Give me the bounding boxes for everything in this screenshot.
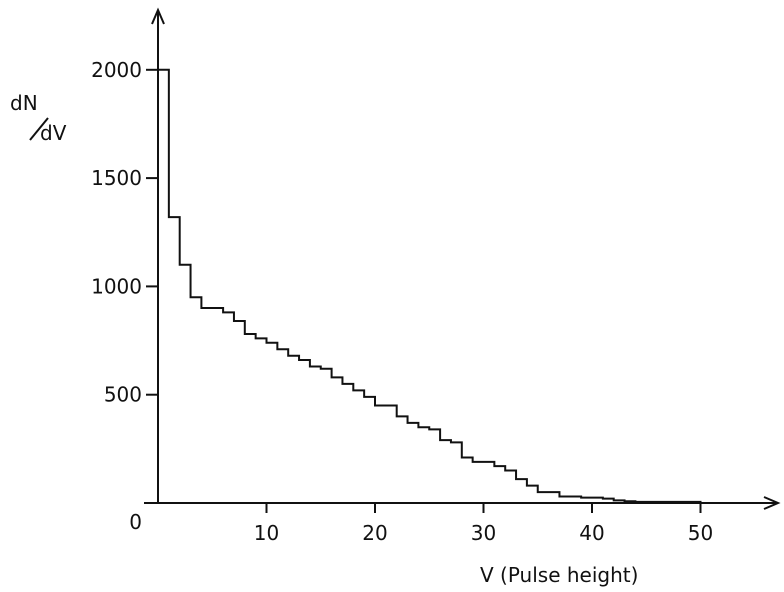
x-tick-label: 30 — [471, 521, 496, 545]
series-step-line — [158, 68, 702, 503]
x-axis-arrow — [763, 496, 781, 510]
y-ticks: 0 500 1000 1500 2000 — [91, 58, 158, 534]
x-tick-label: 40 — [579, 521, 604, 545]
y-tick-label: 1000 — [91, 274, 142, 298]
x-tick-label: 50 — [688, 521, 713, 545]
y-tick-label: 1500 — [91, 166, 142, 190]
axes — [144, 7, 781, 510]
y-axis-arrow — [151, 7, 165, 25]
y-axis-title-numerator: dN — [10, 91, 38, 115]
x-tick-label: 10 — [254, 521, 279, 545]
y-tick-label: 0 — [129, 510, 142, 534]
y-tick-label: 500 — [104, 383, 142, 407]
x-axis-title: V (Pulse height) — [480, 563, 638, 587]
y-tick-label: 2000 — [91, 58, 142, 82]
series-group — [158, 68, 702, 503]
y-axis-title-denominator: dV — [40, 121, 67, 145]
x-tick-label: 20 — [362, 521, 387, 545]
y-axis-title-slash — [29, 117, 49, 141]
x-ticks: 10 20 30 40 50 — [254, 503, 713, 545]
